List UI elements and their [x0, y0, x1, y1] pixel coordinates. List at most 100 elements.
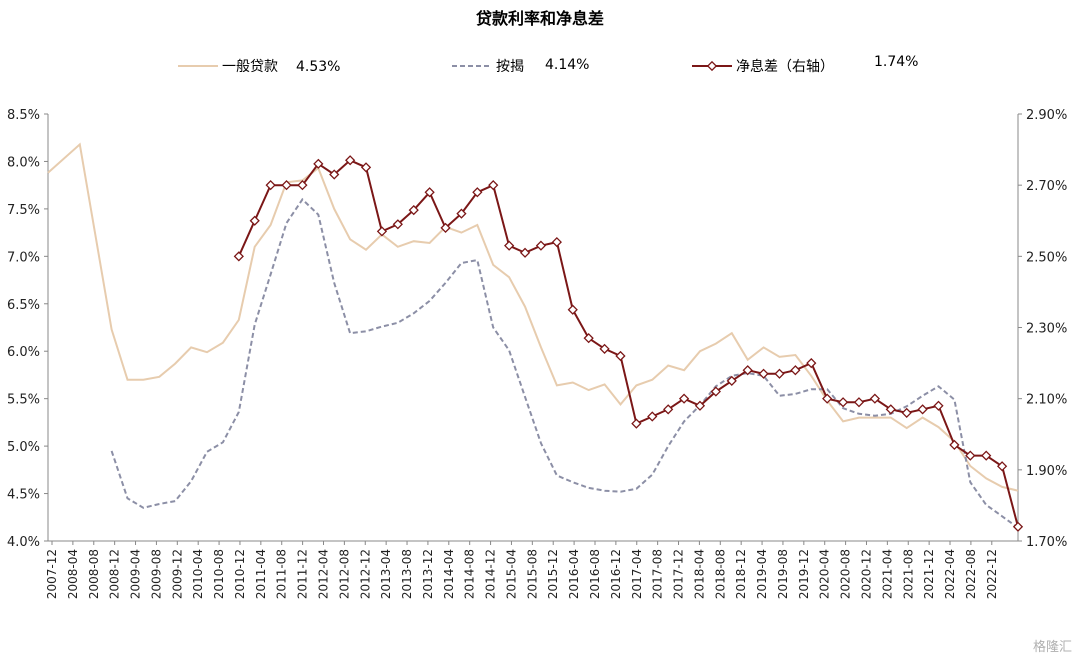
data-point [313, 158, 324, 169]
legend-marker [706, 60, 718, 72]
data-point [853, 397, 865, 408]
x-tick-label: 2014-08 [463, 549, 477, 599]
left-tick-label: 8.0% [7, 155, 40, 170]
x-tick-label: 2022-12 [985, 549, 999, 599]
right-tick-label: 2.30% [1026, 322, 1067, 337]
data-point [901, 407, 912, 419]
data-point [869, 393, 881, 404]
data-point [535, 240, 547, 251]
left-tick-label: 7.5% [7, 203, 40, 218]
legend: 一般贷款 4.53% 按揭 4.14% 净息差（右轴） 1.74% [178, 54, 918, 75]
data-point [583, 333, 594, 344]
x-tick-label: 2013-08 [400, 549, 414, 599]
x-tick-label: 2019-12 [797, 549, 811, 599]
data-point [933, 400, 944, 411]
x-tick-label: 2011-08 [275, 549, 289, 599]
x-tick-label: 2020-08 [839, 549, 853, 599]
right-tick-label: 2.70% [1026, 179, 1067, 194]
right-tick-label: 2.50% [1026, 250, 1067, 265]
x-tick-label: 2013-04 [379, 549, 393, 599]
x-tick-label: 2015-04 [504, 549, 518, 599]
data-point [519, 247, 531, 258]
data-point [885, 404, 896, 415]
data-point [329, 169, 340, 180]
data-point [774, 368, 785, 379]
data-point [678, 393, 690, 404]
data-point [297, 180, 308, 191]
left-tick-label: 6.5% [7, 298, 40, 313]
x-tick-label: 2009-12 [170, 549, 184, 599]
legend-value-0: 4.53% [296, 59, 340, 75]
data-point [456, 208, 467, 219]
left-tick-label: 4.0% [7, 535, 40, 550]
legend-label-2: 净息差（右轴） [736, 58, 834, 75]
data-point [917, 404, 928, 415]
x-tick-label: 2011-12 [296, 549, 310, 599]
data-point [981, 450, 992, 461]
x-tick-label: 2016-12 [609, 549, 623, 599]
x-tick-label: 2020-12 [859, 549, 873, 599]
x-tick-label: 2008-08 [87, 549, 101, 599]
data-point [694, 400, 706, 411]
x-tick-label: 2012-04 [316, 549, 330, 599]
right-tick-label: 2.90% [1026, 108, 1067, 123]
data-point [265, 180, 276, 191]
axes: 4.0% 4.5% 5.0% 5.5% 6.0% 6.5% 7.0% 7.5% 8.0% 8.5%… [7, 108, 1067, 599]
left-tick-label: 6.0% [7, 345, 40, 360]
data-point [599, 343, 610, 354]
x-tick-label: 2021-12 [922, 549, 936, 599]
x-tick-label: 2008-04 [66, 549, 80, 599]
data-point [360, 162, 372, 173]
data-point [663, 404, 674, 415]
left-tick-label: 7.0% [7, 250, 40, 265]
data-point [726, 375, 737, 386]
x-tick-label: 2010-12 [233, 549, 247, 599]
x-tick-label: 2014-12 [484, 549, 498, 599]
data-point [233, 251, 244, 262]
left-tick-label: 5.5% [7, 393, 40, 408]
left-tick-label: 4.5% [7, 488, 40, 503]
x-tick-label: 2018-04 [692, 549, 706, 599]
data-point [822, 393, 833, 404]
x-tick-label: 2016-08 [588, 549, 602, 599]
x-tick-label: 2017-08 [651, 549, 665, 599]
x-tick-label: 2021-08 [901, 549, 915, 599]
right-tick-label: 1.70% [1026, 535, 1067, 550]
data-point [408, 204, 419, 216]
series-line-0 [47, 142, 1019, 492]
data-point [281, 180, 292, 191]
legend-value-1: 4.14% [545, 57, 589, 73]
x-tick-label: 2014-04 [442, 549, 456, 599]
data-point [996, 461, 1008, 472]
x-tick-label: 2007-12 [45, 549, 59, 599]
x-tick-label: 2010-08 [212, 549, 226, 599]
x-tick-label: 2019-08 [776, 549, 790, 599]
legend-value-2: 1.74% [874, 54, 918, 70]
legend-label-0: 一般贷款 [222, 59, 278, 75]
x-tick-label: 2017-12 [672, 549, 686, 599]
legend-label-1: 按揭 [496, 59, 524, 75]
data-point [345, 155, 356, 166]
x-tick-label: 2018-08 [713, 549, 727, 599]
right-tick-label: 2.10% [1026, 393, 1067, 408]
data-point [790, 365, 801, 376]
x-tick-label: 2015-12 [546, 549, 560, 599]
x-tick-label: 2015-08 [525, 549, 539, 599]
data-point [806, 357, 817, 369]
x-tick-label: 2016-04 [567, 549, 581, 599]
data-point [949, 439, 960, 451]
data-point [551, 236, 562, 248]
x-tick-label: 2009-04 [129, 549, 143, 599]
data-point [440, 222, 451, 233]
data-point [1012, 521, 1024, 532]
x-tick-label: 2012-08 [337, 549, 351, 599]
x-tick-label: 2019-04 [755, 549, 769, 599]
data-point [504, 240, 515, 251]
x-tick-label: 2020-04 [818, 549, 832, 599]
data-point [249, 215, 260, 226]
chart-title: 贷款利率和净息差 [476, 9, 604, 28]
x-tick-label: 2017-04 [630, 549, 644, 599]
right-tick-label: 1.90% [1026, 464, 1067, 479]
x-tick-label: 2008-12 [108, 549, 122, 599]
data-point [710, 386, 721, 397]
